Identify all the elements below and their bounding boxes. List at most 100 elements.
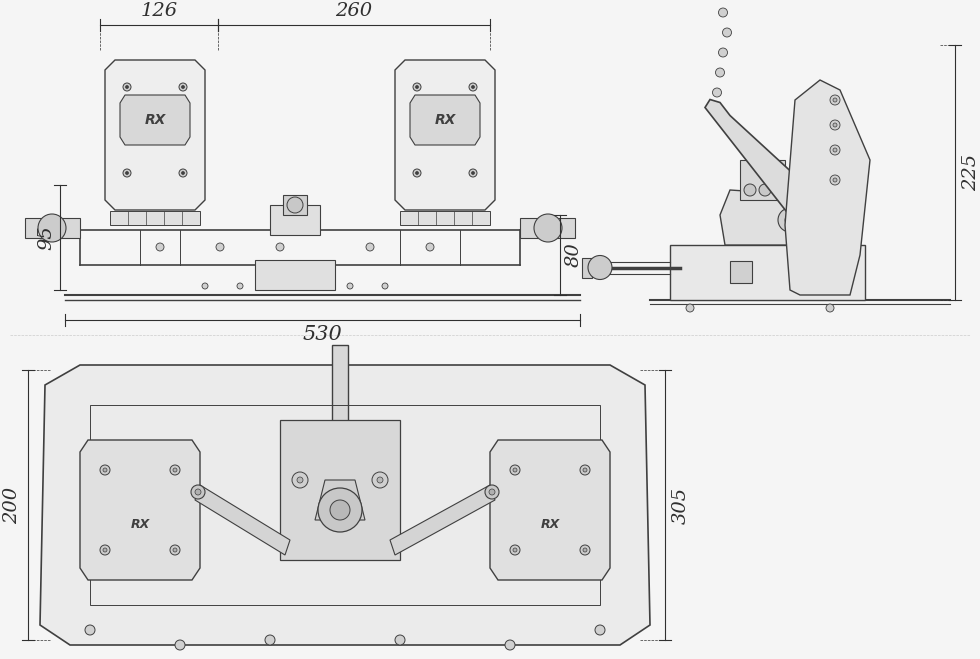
Text: 260: 260: [335, 2, 372, 20]
Circle shape: [276, 243, 284, 251]
Text: 530: 530: [303, 324, 342, 343]
Circle shape: [123, 169, 131, 177]
Polygon shape: [720, 190, 815, 245]
Circle shape: [833, 123, 837, 127]
Circle shape: [395, 635, 405, 645]
Circle shape: [265, 635, 275, 645]
Circle shape: [471, 86, 474, 88]
Circle shape: [85, 625, 95, 635]
Bar: [740, 160, 785, 200]
Circle shape: [216, 243, 224, 251]
Circle shape: [191, 485, 205, 499]
Polygon shape: [80, 440, 200, 580]
Polygon shape: [315, 480, 365, 520]
Circle shape: [426, 243, 434, 251]
Circle shape: [805, 210, 825, 230]
Circle shape: [202, 283, 208, 289]
Text: RX: RX: [540, 519, 560, 532]
Bar: [255, 260, 335, 290]
Text: 80: 80: [565, 243, 583, 268]
Bar: [270, 205, 320, 235]
Circle shape: [416, 171, 418, 175]
Text: RX: RX: [130, 519, 150, 532]
Circle shape: [103, 548, 107, 552]
Circle shape: [778, 208, 802, 232]
Circle shape: [195, 489, 201, 495]
Bar: [110, 211, 200, 225]
Circle shape: [38, 214, 66, 242]
Circle shape: [175, 640, 185, 650]
Circle shape: [513, 468, 517, 472]
Polygon shape: [40, 365, 650, 645]
Polygon shape: [120, 95, 190, 145]
Circle shape: [125, 86, 128, 88]
Circle shape: [377, 477, 383, 483]
Circle shape: [744, 184, 756, 196]
Polygon shape: [785, 80, 870, 295]
Circle shape: [287, 197, 303, 213]
Circle shape: [785, 215, 795, 225]
Circle shape: [366, 243, 374, 251]
Bar: [332, 345, 348, 425]
Circle shape: [774, 184, 786, 196]
Circle shape: [469, 83, 477, 91]
Circle shape: [179, 169, 187, 177]
Polygon shape: [395, 60, 495, 210]
Polygon shape: [195, 485, 290, 555]
Bar: [283, 195, 307, 215]
Circle shape: [170, 545, 180, 555]
Polygon shape: [410, 95, 480, 145]
Text: 225: 225: [962, 154, 980, 191]
Bar: [670, 245, 865, 300]
Circle shape: [534, 214, 562, 242]
Circle shape: [416, 86, 418, 88]
Circle shape: [759, 184, 771, 196]
Circle shape: [330, 500, 350, 520]
Bar: [400, 211, 490, 225]
Text: 305: 305: [672, 486, 690, 523]
Circle shape: [297, 477, 303, 483]
Circle shape: [413, 169, 421, 177]
Bar: [582, 258, 592, 277]
Circle shape: [826, 304, 834, 312]
Circle shape: [811, 216, 819, 224]
Text: 126: 126: [140, 2, 177, 20]
Polygon shape: [490, 440, 610, 580]
Circle shape: [318, 488, 362, 532]
Text: 95: 95: [37, 225, 55, 250]
Bar: [520, 218, 575, 238]
Circle shape: [181, 171, 184, 175]
Circle shape: [103, 468, 107, 472]
Circle shape: [722, 28, 731, 37]
Circle shape: [347, 283, 353, 289]
Circle shape: [237, 283, 243, 289]
Circle shape: [485, 485, 499, 499]
Circle shape: [588, 256, 612, 279]
Bar: [90, 405, 600, 605]
Circle shape: [372, 472, 388, 488]
Circle shape: [471, 171, 474, 175]
Text: RX: RX: [144, 113, 166, 127]
Circle shape: [580, 545, 590, 555]
Circle shape: [100, 545, 110, 555]
Circle shape: [830, 175, 840, 185]
Polygon shape: [105, 60, 205, 210]
Circle shape: [583, 468, 587, 472]
Circle shape: [510, 545, 520, 555]
Circle shape: [179, 83, 187, 91]
Polygon shape: [390, 485, 495, 555]
Circle shape: [830, 95, 840, 105]
Circle shape: [489, 489, 495, 495]
Circle shape: [469, 169, 477, 177]
Circle shape: [580, 465, 590, 475]
Circle shape: [833, 148, 837, 152]
Circle shape: [156, 243, 164, 251]
Circle shape: [382, 283, 388, 289]
Circle shape: [830, 145, 840, 155]
Circle shape: [833, 178, 837, 182]
Bar: [730, 260, 752, 283]
Circle shape: [123, 83, 131, 91]
Circle shape: [718, 8, 727, 17]
Bar: [280, 420, 400, 560]
Circle shape: [718, 48, 727, 57]
